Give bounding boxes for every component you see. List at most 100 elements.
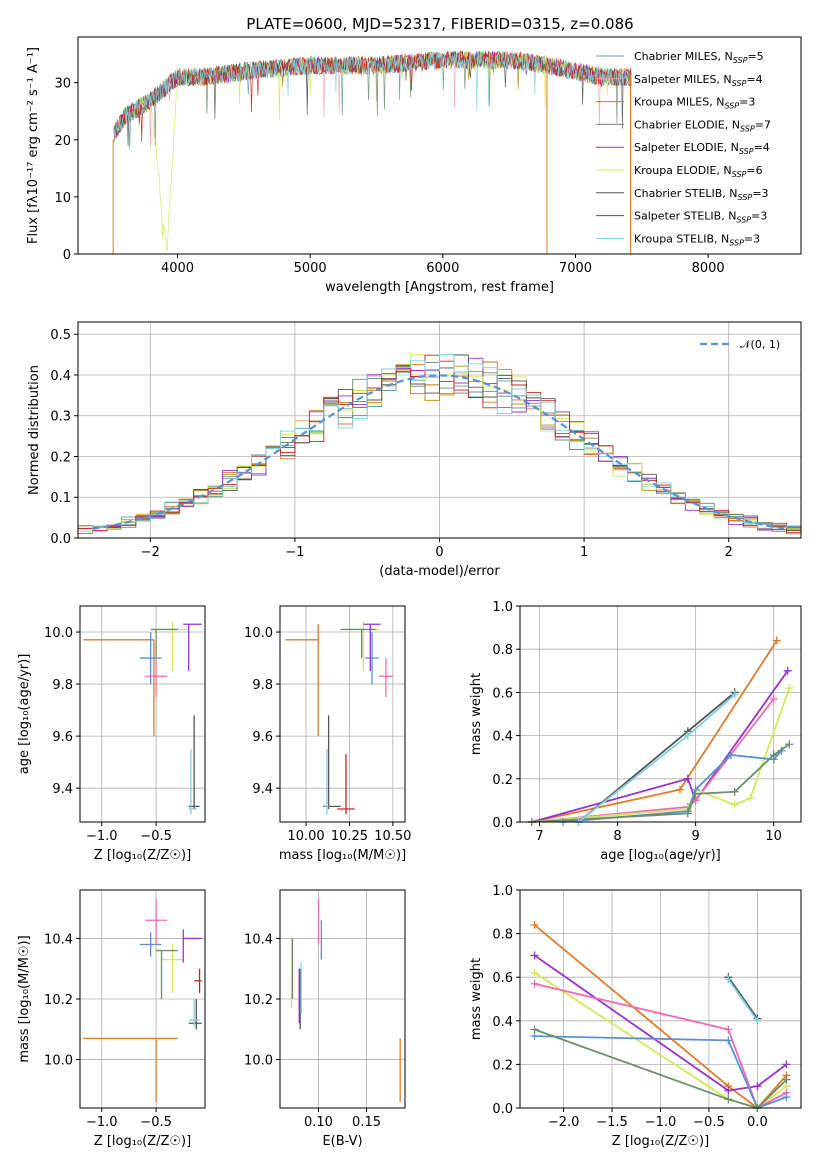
legend-entry-text: Chabrier MILES, N [634,50,733,63]
y-tick-label: 10.4 [44,932,73,947]
legend-entry-text: Chabrier STELIB, N [634,187,738,200]
series-marker [683,731,692,740]
x-tick-label: 10.25 [331,829,368,844]
mass-vs-EBV-axes: 0.10 0.15 10.0 10.2 10.4 E(B-V) [244,890,405,1149]
y-tick-label: 0.2 [50,450,71,465]
mass-vs-EBV-plot [290,899,401,1102]
legend-entry-sub: SSP [740,124,755,133]
massweight-vs-Z-axes: −2.0 −1.5 −1.0 −0.5 0.0 0.0 0.2 0.4 0.6 0.8 1.0 Z [… [469,884,801,1149]
legend-entry-text: Chabrier ELODIE, N [634,118,740,131]
series-line [727,978,759,1022]
y-tick-label: 0.8 [492,928,513,943]
legend-entry-tail: =4 [754,141,770,154]
legend-entry: Chabrier STELIB, NSSP=3 [634,187,768,202]
x-axis-label: Z [log₁₀(Z/Z☉)] [612,1134,709,1149]
legend-entry-sub: SSP [732,79,747,88]
mass-vs-Z-axes: −1.0 −0.5 10.0 10.2 10.4 Z [log₁₀(Z/Z☉)] mass … [17,890,205,1149]
legend-entry-sub: SSP [733,56,748,65]
y-tick-label: 0.6 [492,686,513,701]
x-tick-label: 0.0 [747,1115,768,1130]
series-line [531,687,791,823]
legend-entry: Salpeter ELODIE, NSSP=4 [634,141,770,156]
y-tick-label: 9.8 [252,678,273,693]
age-vs-mass-frame [279,605,406,823]
x-tick-label: 0.10 [304,1115,333,1130]
y-tick-label: 0.4 [50,369,71,384]
x-tick-label: −1.5 [596,1115,628,1130]
y-tick-label: 9.6 [252,730,273,745]
y-axis-label: mass [log₁₀(M/M☉)] [17,935,32,1062]
y-tick-label: 9.8 [52,678,73,693]
x-tick-label: 0.15 [352,1115,381,1130]
y-tick-label: 10.0 [44,626,73,641]
y-axis-label: mass weight [469,958,484,1040]
legend-entry: Chabrier ELODIE, NSSP=7 [634,118,771,133]
legend-entry: Kroupa MILES, NSSP=3 [634,96,755,111]
x-tick-label: −0.5 [693,1115,725,1130]
age-vs-Z-frame [79,605,206,823]
series-marker [676,785,685,794]
y-tick-label: 10.4 [244,932,273,947]
series-marker [724,1025,733,1034]
series-marker [683,774,692,783]
y-tick-label: 0.6 [492,971,513,986]
y-tick-label: 9.6 [52,730,73,745]
y-axis-label: Normed distribution [27,365,42,495]
x-tick-label: 0 [435,545,443,560]
series-marker [730,800,739,809]
series-marker [530,968,539,977]
series-line [727,976,759,1020]
series-marker [782,1075,791,1084]
massweight-vs-Z-plot [530,920,791,1112]
age-vs-Z-plot [83,621,202,815]
x-tick-label: 7000 [559,261,592,276]
x-tick-label: 1 [580,545,588,560]
legend-entry-sub: SSP [724,102,739,111]
series-marker [691,789,700,798]
x-tick-label: −2.0 [548,1115,580,1130]
y-tick-label: 0.1 [50,491,71,506]
y-tick-label: 0.2 [492,773,513,788]
x-tick-label: 4000 [161,261,194,276]
y-tick-label: 10.0 [244,626,273,641]
legend-entry-tail: =3 [744,232,760,245]
x-axis-label: mass [log₁₀(M/M☉)] [279,848,406,863]
x-axis-label: (data-model)/error [379,564,500,579]
series-marker [772,636,781,645]
spectrum-plot [112,50,632,254]
massweight-vs-Z-frame [519,889,802,1109]
series-marker [769,751,778,760]
series-marker [724,1095,733,1104]
y-tick-label: 0.4 [492,1015,513,1030]
x-tick-label: 7 [535,829,543,844]
series-line [531,743,790,823]
x-tick-label: 10 [765,829,782,844]
legend-entry-text: Kroupa ELODIE, N [634,164,732,177]
y-tick-label: 30 [54,77,71,92]
mass-vs-EBV-frame [279,889,406,1109]
legend-entry-tail: =6 [746,164,762,177]
x-tick-label: 2 [725,545,733,560]
series-marker [782,1093,791,1102]
y-tick-label: 9.4 [52,782,73,797]
legend-entry: Kroupa ELODIE, NSSP=6 [634,164,763,179]
gaussian-reference-curve [92,374,787,530]
legend-entry-tail: =3 [751,210,767,223]
series-marker [530,920,539,929]
y-tick-label: 1.0 [492,884,513,899]
spectrum-series-line [113,50,632,139]
x-tick-label: 8 [613,829,621,844]
spectrum-frame [77,36,802,255]
legend-entry: Kroupa STELIB, NSSP=3 [634,232,760,247]
legend-entry-sub: SSP [732,170,747,179]
y-tick-label: 0.0 [492,1102,513,1117]
series-line [534,1035,787,1110]
legend-entry: Salpeter STELIB, NSSP=3 [634,210,767,225]
x-axis-label: E(B-V) [322,1134,362,1149]
y-tick-label: 1.0 [492,600,513,615]
y-tick-label: 0.2 [492,1058,513,1073]
legend-entry-text: Salpeter ELODIE, N [634,141,739,154]
y-tick-label: 0.3 [50,410,71,425]
legend-label-gaussian: 𝒩(0, 1) [740,338,780,351]
